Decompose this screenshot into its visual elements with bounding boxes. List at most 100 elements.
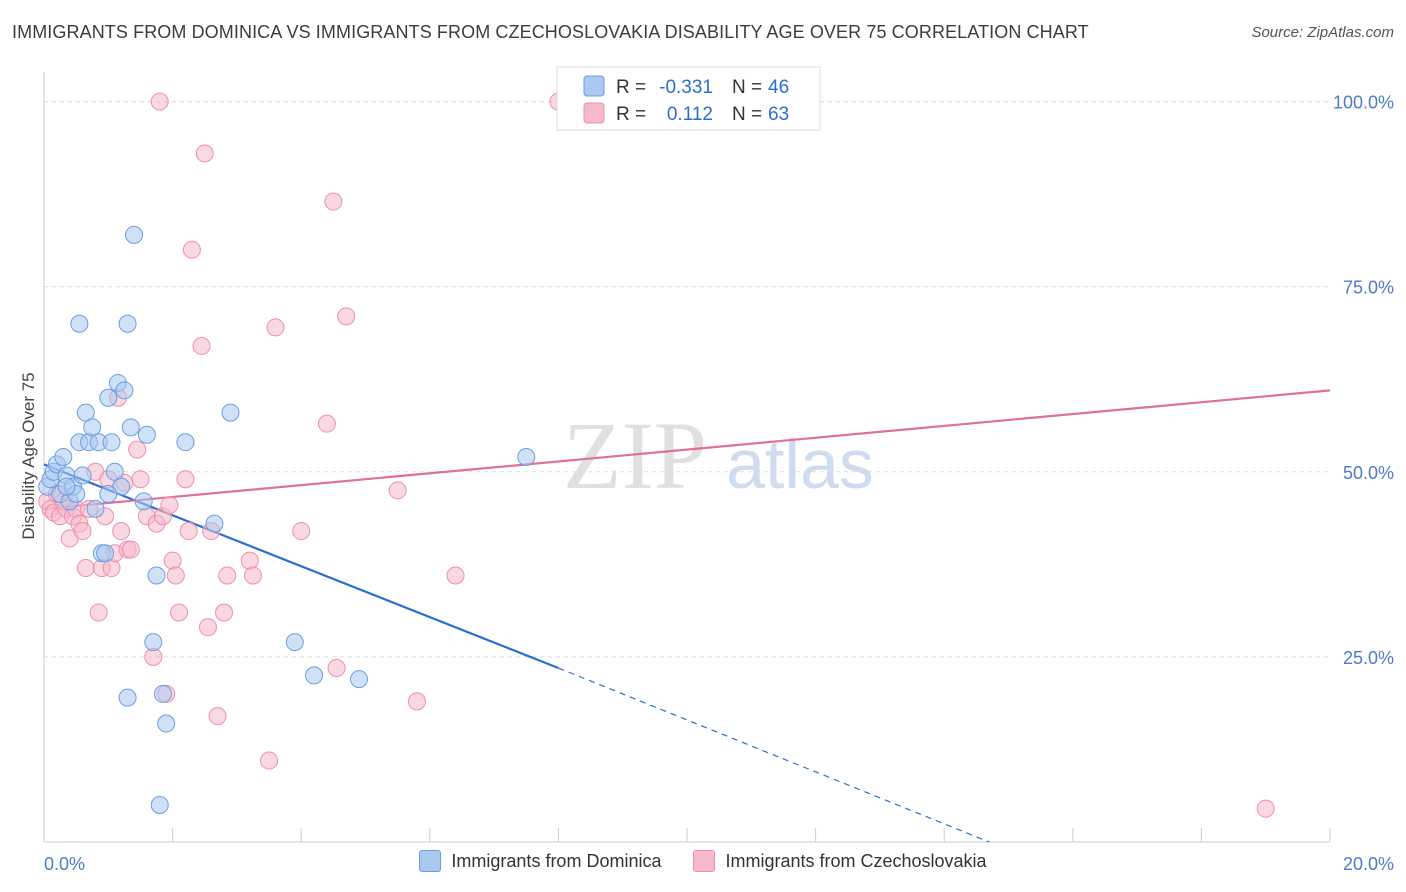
- dominica-point-24: [115, 381, 134, 400]
- dominica-point-36: [205, 514, 224, 533]
- legend-swatch-czech: [583, 102, 605, 124]
- dominica-point-37: [221, 403, 240, 422]
- czech-point-58: [407, 692, 426, 711]
- dominica-point-14: [83, 418, 102, 437]
- source-label: Source: ZipAtlas.com: [1251, 24, 1394, 41]
- czech-point-35: [163, 551, 182, 570]
- legend-r-value-czech: 0.112: [667, 104, 713, 125]
- legend-n-label-dominica: N =: [732, 77, 762, 98]
- dominica-point-40: [350, 670, 369, 689]
- dominica-point-28: [70, 314, 89, 333]
- dominica-point-12: [76, 403, 95, 422]
- dominica-point-31: [144, 633, 163, 652]
- dominica-point-27: [125, 225, 144, 244]
- czech-point-37: [170, 603, 189, 622]
- czech-trend-line: [43, 389, 1331, 510]
- dominica-point-5: [54, 448, 73, 466]
- czech-point-50: [260, 751, 279, 770]
- legend-swatch-dominica: [583, 75, 605, 97]
- czech-point-48: [240, 551, 259, 570]
- dominica-point-21: [105, 462, 124, 481]
- czech-point-22: [112, 522, 131, 541]
- grid-lines: [44, 101, 1330, 658]
- czech-point-55: [327, 659, 346, 678]
- dominica-point-34: [157, 714, 176, 733]
- czech-point-62: [1256, 799, 1275, 818]
- czech-point-56: [337, 307, 356, 326]
- czech-point-42: [195, 144, 214, 163]
- chart-title: IMMIGRANTS FROM DOMINICA VS IMMIGRANTS F…: [12, 22, 1089, 42]
- dominica-point-19: [99, 388, 118, 407]
- czech-point-59: [446, 566, 465, 585]
- legend-label-czech: Immigrants from Czechoslovakia: [725, 850, 987, 871]
- y-tick-label-3: 100.0%: [1333, 93, 1394, 113]
- legend-n-label-czech: N =: [732, 104, 762, 125]
- y-tick-label-0: 25.0%: [1343, 648, 1394, 668]
- czech-point-25: [121, 540, 140, 559]
- dominica-point-26: [121, 418, 140, 437]
- dominica-trend-line: [43, 463, 559, 670]
- legend-item-dominica: Immigrants from Dominica: [419, 850, 661, 872]
- tick-labels: 0.0% 20.0% 25.0% 50.0% 75.0% 100.0%: [44, 93, 1394, 874]
- legend-swatch-dominica-bottom: [419, 850, 442, 872]
- czech-point-45: [208, 707, 227, 726]
- dominica-point-20: [102, 433, 121, 452]
- dominica-point-30: [137, 425, 156, 444]
- dominica-point-38: [285, 633, 304, 652]
- dominica-point-29: [134, 492, 153, 511]
- czech-point-31: [150, 92, 169, 111]
- czech-point-27: [131, 470, 150, 489]
- legend-label-dominica: Immigrants from Dominica: [451, 850, 662, 871]
- legend-r-label-czech: R =: [616, 104, 646, 125]
- legend-n-value-czech: 63: [768, 104, 789, 125]
- czech-point-49: [243, 566, 262, 585]
- czech-point-34: [160, 496, 179, 515]
- czech-point-54: [324, 192, 343, 211]
- stats-legend: R = -0.331 N = 46 R = 0.112 N = 63: [556, 66, 821, 131]
- czech-point-26: [128, 440, 147, 459]
- czech-point-52: [292, 522, 311, 541]
- czech-point-41: [192, 336, 211, 355]
- dominica-points: [38, 225, 536, 814]
- watermark-atlas: atlas: [726, 425, 874, 503]
- legend-r-label-dominica: R =: [616, 77, 646, 98]
- dominica-trend-line-extension: [558, 667, 990, 843]
- legend-n-value-dominica: 46: [768, 77, 789, 98]
- y-tick-label-2: 75.0%: [1343, 278, 1394, 298]
- dominica-point-33: [153, 684, 172, 703]
- trend-lines: [43, 389, 1331, 843]
- czech-point-12: [76, 559, 95, 578]
- dominica-point-25: [118, 314, 137, 333]
- dominica-point-15: [86, 499, 105, 518]
- axes: [43, 72, 1331, 843]
- dominica-point-18: [96, 544, 115, 563]
- czech-point-40: [182, 240, 201, 259]
- dominica-point-42: [118, 688, 137, 707]
- czech-point-47: [218, 566, 237, 585]
- dominica-point-39: [305, 666, 324, 685]
- czech-point-11: [73, 522, 92, 541]
- dominica-point-41: [517, 448, 536, 466]
- legend-r-value-dominica: -0.331: [659, 77, 713, 98]
- x-tick-label-1: 20.0%: [1343, 854, 1394, 874]
- czech-point-57: [388, 481, 407, 500]
- series-legend: Immigrants from Dominica Immigrants from…: [0, 850, 1406, 872]
- dominica-point-11: [73, 466, 92, 485]
- czech-point-15: [89, 603, 108, 622]
- dominica-point-32: [147, 566, 166, 585]
- czech-point-38: [176, 470, 195, 489]
- legend-item-czech: Immigrants from Czechoslovakia: [693, 850, 987, 872]
- czech-point-53: [317, 414, 336, 433]
- czech-point-36: [166, 566, 185, 585]
- dominica-point-45: [99, 485, 118, 504]
- czech-point-51: [266, 318, 285, 337]
- czech-point-39: [179, 522, 198, 541]
- watermark-zip: ZIP: [563, 402, 707, 509]
- x-tick-label-0: 0.0%: [44, 854, 85, 874]
- dominica-point-43: [150, 795, 169, 814]
- legend-swatch-czech-bottom: [693, 850, 716, 872]
- y-tick-label-1: 50.0%: [1343, 463, 1394, 483]
- czech-point-43: [198, 618, 217, 637]
- y-axis-label: Disability Age Over 75: [19, 372, 38, 539]
